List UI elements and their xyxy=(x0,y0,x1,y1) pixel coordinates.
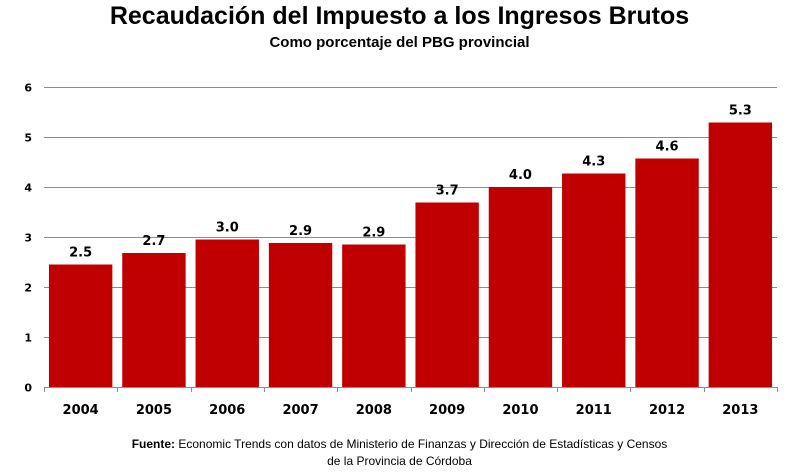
data-labels: 2.5 2.7 3.0 2.9 2.9 3.7 4.0 4.3 4.6 5.3 xyxy=(69,104,752,261)
data-label-2007: 2.9 xyxy=(289,224,312,239)
x-axis: 2004 2005 2006 2007 2008 2009 2010 2011 2012 2013 xyxy=(44,387,778,418)
source-text-line1: Economic Trends con datos de Ministerio … xyxy=(175,437,668,451)
chart-title: Recaudación del Impuesto a los Ingresos … xyxy=(109,2,690,30)
y-tick-label: 4 xyxy=(24,182,32,195)
bar-2013 xyxy=(708,122,773,387)
y-tick-label: 1 xyxy=(24,332,32,345)
x-tick-label: 2004 xyxy=(63,403,99,418)
chart-subtitle: Como porcentaje del PBG provincial xyxy=(269,34,530,51)
bar-2007 xyxy=(268,243,333,387)
bar-2008 xyxy=(342,244,406,387)
y-tick-label: 6 xyxy=(24,82,32,95)
x-tick-label: 2007 xyxy=(282,403,318,418)
bar-2006 xyxy=(195,239,259,387)
y-tick-label: 3 xyxy=(24,232,32,245)
x-tick-label: 2006 xyxy=(209,403,245,418)
data-label-2006: 3.0 xyxy=(216,221,239,236)
y-tick-label: 0 xyxy=(24,382,32,395)
data-label-2012: 4.6 xyxy=(656,140,679,155)
source-text-line2: de la Provincia de Córdoba xyxy=(327,454,472,468)
x-tick-label: 2008 xyxy=(356,403,392,418)
bars xyxy=(48,122,773,387)
y-tick-label: 5 xyxy=(24,132,32,145)
data-label-2013: 5.3 xyxy=(729,104,752,119)
bar-2004 xyxy=(48,264,113,387)
source-label: Fuente: xyxy=(131,437,176,451)
x-tick-label: 2005 xyxy=(136,403,172,418)
x-tick-label: 2013 xyxy=(722,403,758,418)
bar-2012 xyxy=(635,158,699,387)
y-tick-label: 2 xyxy=(24,282,32,295)
bar-2011 xyxy=(562,173,626,387)
y-axis-ticks: 0 1 2 3 4 5 6 xyxy=(24,82,32,395)
bar-2005 xyxy=(122,253,186,387)
data-label-2010: 4.0 xyxy=(509,168,532,183)
x-tick-label: 2009 xyxy=(429,403,465,418)
x-tick-label: 2010 xyxy=(502,403,538,418)
data-label-2005: 2.7 xyxy=(142,234,165,249)
bar-2010 xyxy=(488,187,553,387)
x-tick-label: 2011 xyxy=(576,403,612,418)
data-label-2011: 4.3 xyxy=(582,155,605,170)
x-tick-label: 2012 xyxy=(649,403,685,418)
data-label-2008: 2.9 xyxy=(362,226,385,241)
data-label-2004: 2.5 xyxy=(69,246,92,261)
source-note: Fuente: Economic Trends con datos de Min… xyxy=(0,436,799,470)
data-label-2009: 3.7 xyxy=(436,184,459,199)
bar-2009 xyxy=(415,202,479,387)
